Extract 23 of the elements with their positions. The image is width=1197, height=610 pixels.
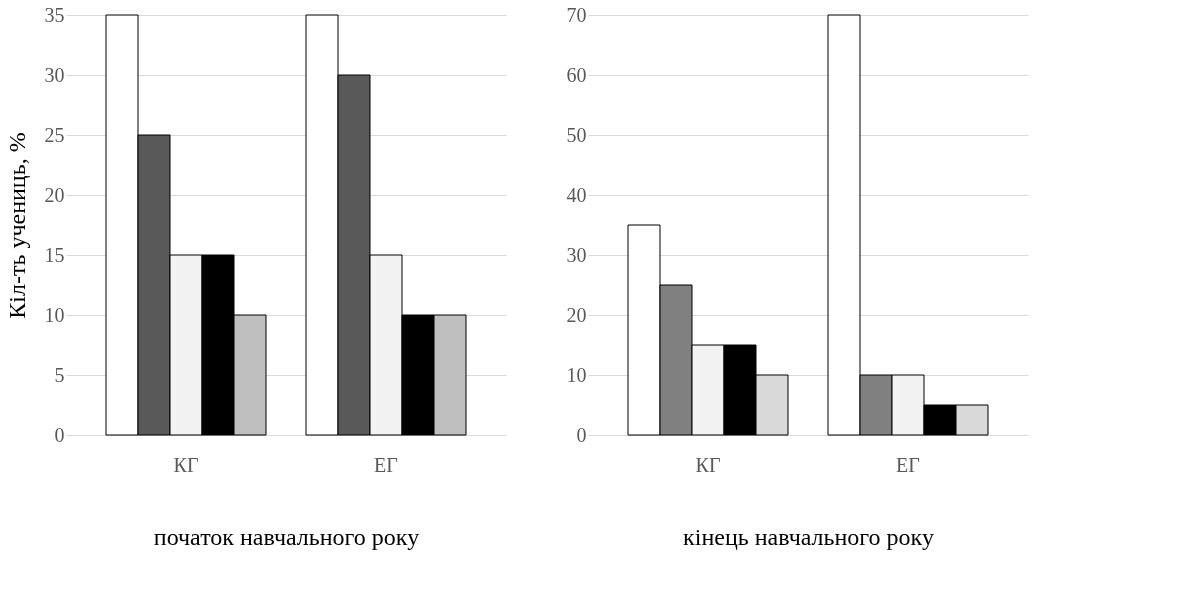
y-tick-label: 0 — [54, 423, 65, 446]
y-tick-label: 10 — [44, 303, 65, 326]
y-tick-label: 25 — [44, 123, 65, 146]
y-tick-label: 40 — [566, 183, 587, 206]
x-axis-title: початок навчального року — [153, 523, 420, 550]
y-tick-label: 20 — [44, 183, 65, 206]
x-tick-label: КГ — [173, 453, 199, 476]
y-tick-label: 30 — [566, 243, 587, 266]
y-tick-label: 5 — [54, 363, 65, 386]
x-tick-label: ЕГ — [374, 453, 398, 476]
x-tick-label: ЕГ — [896, 453, 920, 476]
y-axis-title: Кіл-ть учениць, % — [3, 132, 30, 319]
y-tick-label: 50 — [566, 123, 587, 146]
y-tick-label: 70 — [566, 3, 587, 26]
y-tick-label: 60 — [566, 63, 587, 86]
x-tick-label: КГ — [695, 453, 721, 476]
y-tick-label: 20 — [566, 303, 587, 326]
y-tick-label: 30 — [44, 63, 65, 86]
y-tick-label: 15 — [44, 243, 65, 266]
x-axis-title: кінець навчального року — [683, 523, 934, 550]
y-tick-label: 0 — [576, 423, 587, 446]
y-tick-label: 35 — [44, 3, 65, 26]
y-tick-label: 10 — [566, 363, 587, 386]
